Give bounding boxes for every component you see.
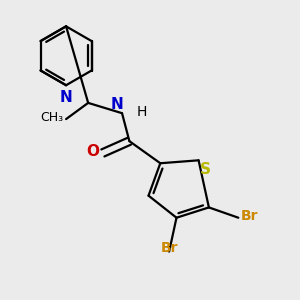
Text: S: S	[200, 162, 211, 177]
Text: CH₃: CH₃	[40, 111, 63, 124]
Text: N: N	[60, 90, 73, 105]
Text: N: N	[111, 97, 124, 112]
Text: O: O	[86, 144, 99, 159]
Text: Br: Br	[241, 209, 258, 223]
Text: Br: Br	[160, 241, 178, 254]
Text: H: H	[137, 105, 147, 119]
